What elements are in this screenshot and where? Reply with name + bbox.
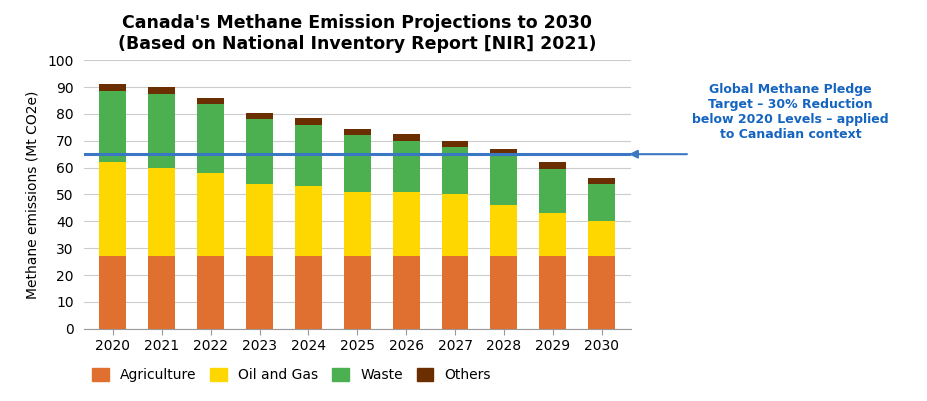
Y-axis label: Methane emissions (Mt CO2e): Methane emissions (Mt CO2e) bbox=[25, 90, 39, 299]
Bar bbox=[99, 256, 126, 329]
Bar bbox=[99, 84, 126, 91]
Bar bbox=[295, 256, 322, 329]
Bar bbox=[392, 141, 419, 192]
Bar bbox=[588, 256, 615, 329]
Bar bbox=[490, 156, 517, 205]
Bar bbox=[490, 149, 517, 156]
Bar bbox=[392, 192, 419, 256]
Bar bbox=[197, 105, 223, 173]
Bar bbox=[490, 205, 517, 256]
Bar bbox=[588, 221, 615, 256]
Bar bbox=[295, 186, 322, 256]
Bar bbox=[148, 87, 175, 94]
Bar bbox=[392, 134, 419, 141]
Text: Global Methane Pledge
Target – 30% Reduction
below 2020 Levels – applied
to Cana: Global Methane Pledge Target – 30% Reduc… bbox=[692, 83, 888, 141]
Bar bbox=[197, 173, 223, 256]
Bar bbox=[99, 91, 126, 162]
Bar bbox=[539, 169, 565, 213]
Bar bbox=[441, 141, 468, 148]
Bar bbox=[246, 113, 273, 119]
Bar bbox=[344, 192, 370, 256]
Bar bbox=[246, 119, 273, 184]
Bar bbox=[441, 194, 468, 256]
Bar bbox=[197, 256, 223, 329]
Bar bbox=[99, 162, 126, 256]
Bar bbox=[148, 256, 175, 329]
Bar bbox=[490, 256, 517, 329]
Bar bbox=[441, 148, 468, 194]
Bar bbox=[295, 118, 322, 125]
Bar bbox=[588, 178, 615, 184]
Bar bbox=[295, 125, 322, 186]
Bar bbox=[246, 184, 273, 256]
Bar bbox=[539, 256, 565, 329]
Bar bbox=[539, 213, 565, 256]
Bar bbox=[588, 184, 615, 221]
Bar bbox=[539, 162, 565, 169]
Bar bbox=[344, 136, 370, 192]
Bar bbox=[246, 256, 273, 329]
Bar bbox=[197, 98, 223, 105]
Title: Canada's Methane Emission Projections to 2030
(Based on National Inventory Repor: Canada's Methane Emission Projections to… bbox=[118, 14, 596, 53]
Legend: Agriculture, Oil and Gas, Waste, Others: Agriculture, Oil and Gas, Waste, Others bbox=[85, 361, 497, 389]
Bar bbox=[148, 94, 175, 168]
Bar bbox=[392, 256, 419, 329]
Bar bbox=[148, 168, 175, 256]
Bar bbox=[344, 256, 370, 329]
Bar bbox=[441, 256, 468, 329]
Bar bbox=[344, 129, 370, 136]
